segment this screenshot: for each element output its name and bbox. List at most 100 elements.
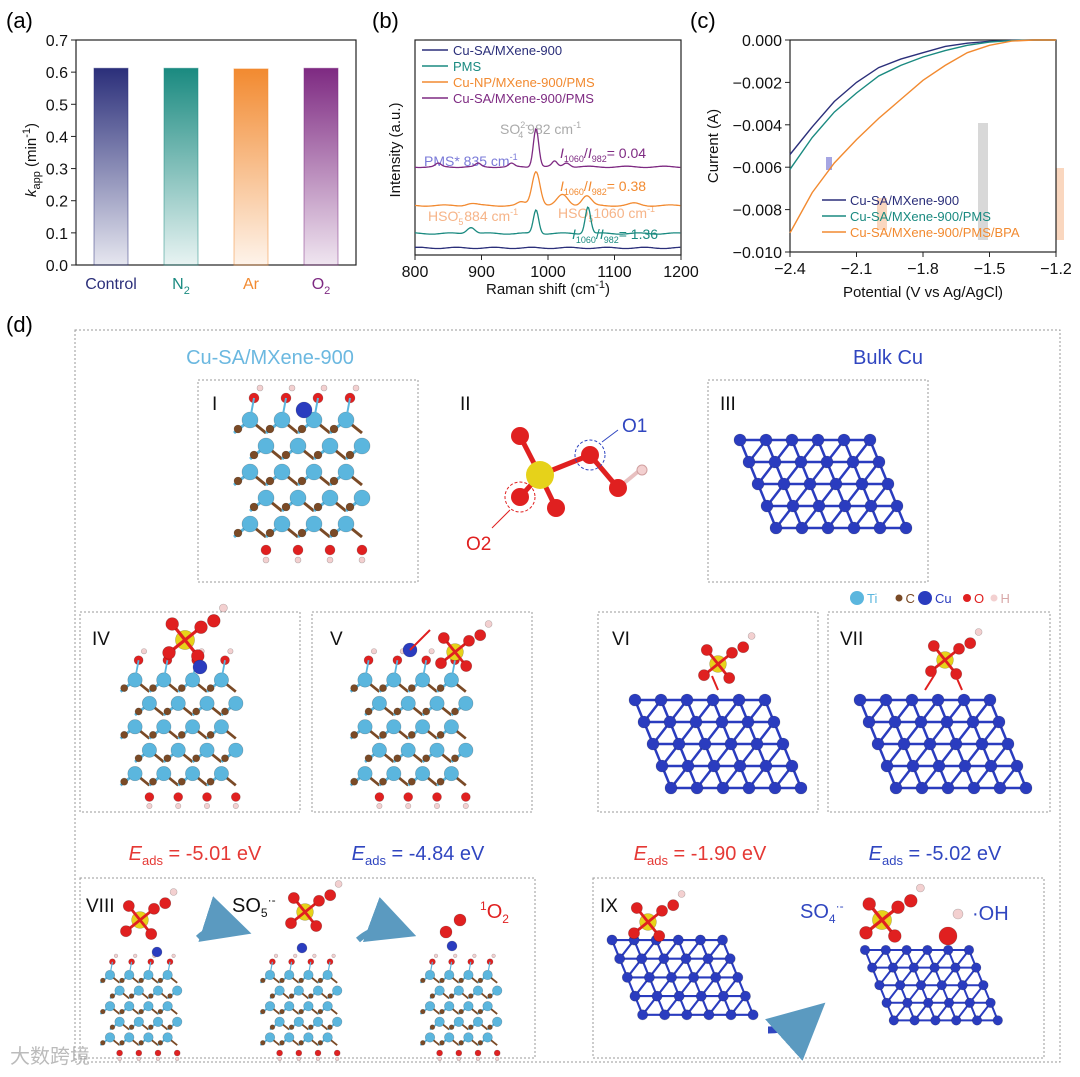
atom-o: [148, 902, 160, 915]
atom-c: [458, 1040, 464, 1046]
atom-ti: [321, 489, 339, 507]
atom-c: [269, 993, 276, 999]
atom-o: [313, 894, 325, 907]
atom-h: [747, 632, 756, 640]
atom-o: [628, 927, 640, 940]
atom-ti: [199, 742, 215, 758]
atom-c: [364, 707, 373, 716]
atom-o: [207, 614, 221, 628]
atom-h: [146, 802, 153, 809]
x-tick-label: −1.5: [974, 261, 1006, 278]
atom-h: [175, 1056, 180, 1062]
atom-ti: [463, 1001, 474, 1012]
atom-cu: [655, 759, 669, 773]
atom-c: [429, 1024, 436, 1030]
atom-cu: [636, 953, 648, 965]
atom-c: [233, 424, 243, 434]
atom-h: [352, 384, 360, 392]
atom-cu: [923, 737, 937, 751]
atom-ti: [434, 985, 445, 996]
atom-h: [331, 953, 336, 958]
atom-h: [294, 556, 302, 564]
atom-o: [285, 917, 297, 930]
legend-label: Cu-SA/MXene-900: [850, 193, 959, 208]
bond: [109, 961, 113, 976]
atom-cu: [776, 737, 790, 751]
atom-o: [144, 792, 155, 802]
atom-cu: [992, 1015, 1003, 1026]
atom-c: [297, 476, 307, 486]
label-IX: IX: [600, 896, 618, 917]
atom-c: [192, 707, 201, 716]
atom-c: [100, 977, 106, 984]
atom-ti: [443, 766, 459, 782]
atom-o: [891, 900, 905, 914]
atom-cu: [803, 477, 817, 491]
atom-c: [317, 977, 324, 984]
atom-c: [192, 754, 201, 763]
atom-ti: [114, 985, 125, 996]
label-singlet-oxygen: 1O2: [480, 899, 509, 926]
legend-label: PMS: [453, 59, 482, 74]
label-so5: SO5·-: [232, 893, 276, 920]
atom-o: [547, 499, 565, 517]
chart-c: Current (A) Potential (V vs Ag/AgCl) −2.…: [705, 33, 1072, 301]
atom-ti: [264, 1032, 276, 1043]
atom-ti: [332, 1016, 343, 1027]
atom-ti: [104, 1001, 116, 1012]
atom-cu: [672, 934, 684, 946]
atom-h: [320, 384, 328, 392]
bond: [147, 961, 152, 976]
bar: [163, 67, 199, 266]
atom-cu: [690, 781, 704, 795]
adsorption-energy: Eads = -5.02 eV: [869, 843, 1002, 868]
atom-cu: [794, 781, 808, 795]
atom-cu: [786, 499, 800, 513]
atom-o: [723, 672, 736, 684]
atom-o: [202, 792, 212, 802]
atom-ti: [228, 742, 244, 758]
box-III: [707, 379, 929, 583]
atom-cu: [724, 737, 738, 751]
atom-c: [393, 707, 402, 716]
atom-ti: [337, 515, 355, 533]
atom-cu: [914, 715, 928, 729]
atom-o: [292, 544, 304, 556]
atom-h: [169, 888, 178, 896]
atom-cu: [993, 781, 1007, 795]
atom-c: [265, 528, 275, 538]
atom-o: [135, 1049, 143, 1057]
panel-label-c: (c): [690, 8, 716, 33]
atom-o: [295, 1049, 303, 1057]
atom-cu: [950, 962, 961, 973]
box-VIII: [79, 877, 536, 1059]
atom-h: [296, 1056, 301, 1062]
atom-cu: [295, 401, 313, 419]
atom-o: [463, 634, 475, 647]
atom-ti: [353, 437, 371, 455]
atom-h: [315, 1056, 321, 1062]
atom-c: [177, 684, 186, 692]
atom-o: [287, 892, 300, 904]
atom-ti: [152, 1016, 164, 1027]
atom-cu: [680, 953, 692, 965]
atom-o: [609, 479, 627, 497]
legend-label: C: [906, 591, 915, 606]
atom-cu: [717, 934, 728, 946]
atom-h: [358, 556, 366, 564]
atom-ti: [141, 742, 157, 758]
atom-o: [656, 904, 668, 917]
atom-o: [436, 1049, 443, 1057]
atom-o: [667, 899, 680, 912]
atom-cu: [930, 1015, 941, 1026]
atom-cu: [637, 715, 651, 729]
atom-h: [232, 802, 239, 809]
atom-cu: [1019, 781, 1033, 795]
atom-cu: [889, 781, 903, 795]
band-982: [978, 123, 988, 240]
series-line: [415, 206, 681, 235]
atom-c: [157, 977, 164, 984]
atom-o: [653, 930, 666, 942]
atom-ti: [133, 1016, 144, 1027]
atom-c: [420, 977, 426, 984]
